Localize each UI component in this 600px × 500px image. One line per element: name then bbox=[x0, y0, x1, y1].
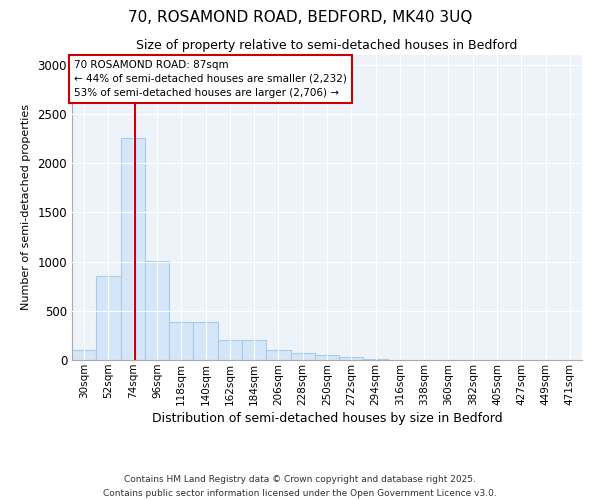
Bar bbox=[121, 138, 145, 360]
X-axis label: Distribution of semi-detached houses by size in Bedford: Distribution of semi-detached houses by … bbox=[152, 412, 502, 425]
Bar bbox=[145, 260, 169, 360]
Bar bbox=[72, 350, 96, 360]
Bar bbox=[96, 276, 121, 360]
Bar bbox=[169, 322, 193, 360]
Bar bbox=[364, 359, 388, 360]
Text: Contains HM Land Registry data © Crown copyright and database right 2025.
Contai: Contains HM Land Registry data © Crown c… bbox=[103, 476, 497, 498]
Bar bbox=[339, 357, 364, 360]
Bar bbox=[193, 322, 218, 360]
Bar bbox=[266, 350, 290, 360]
Bar bbox=[290, 353, 315, 360]
Title: Size of property relative to semi-detached houses in Bedford: Size of property relative to semi-detach… bbox=[136, 40, 518, 52]
Bar bbox=[218, 340, 242, 360]
Y-axis label: Number of semi-detached properties: Number of semi-detached properties bbox=[20, 104, 31, 310]
Text: 70, ROSAMOND ROAD, BEDFORD, MK40 3UQ: 70, ROSAMOND ROAD, BEDFORD, MK40 3UQ bbox=[128, 10, 472, 25]
Bar bbox=[242, 340, 266, 360]
Text: 70 ROSAMOND ROAD: 87sqm
← 44% of semi-detached houses are smaller (2,232)
53% of: 70 ROSAMOND ROAD: 87sqm ← 44% of semi-de… bbox=[74, 60, 347, 98]
Bar bbox=[315, 355, 339, 360]
